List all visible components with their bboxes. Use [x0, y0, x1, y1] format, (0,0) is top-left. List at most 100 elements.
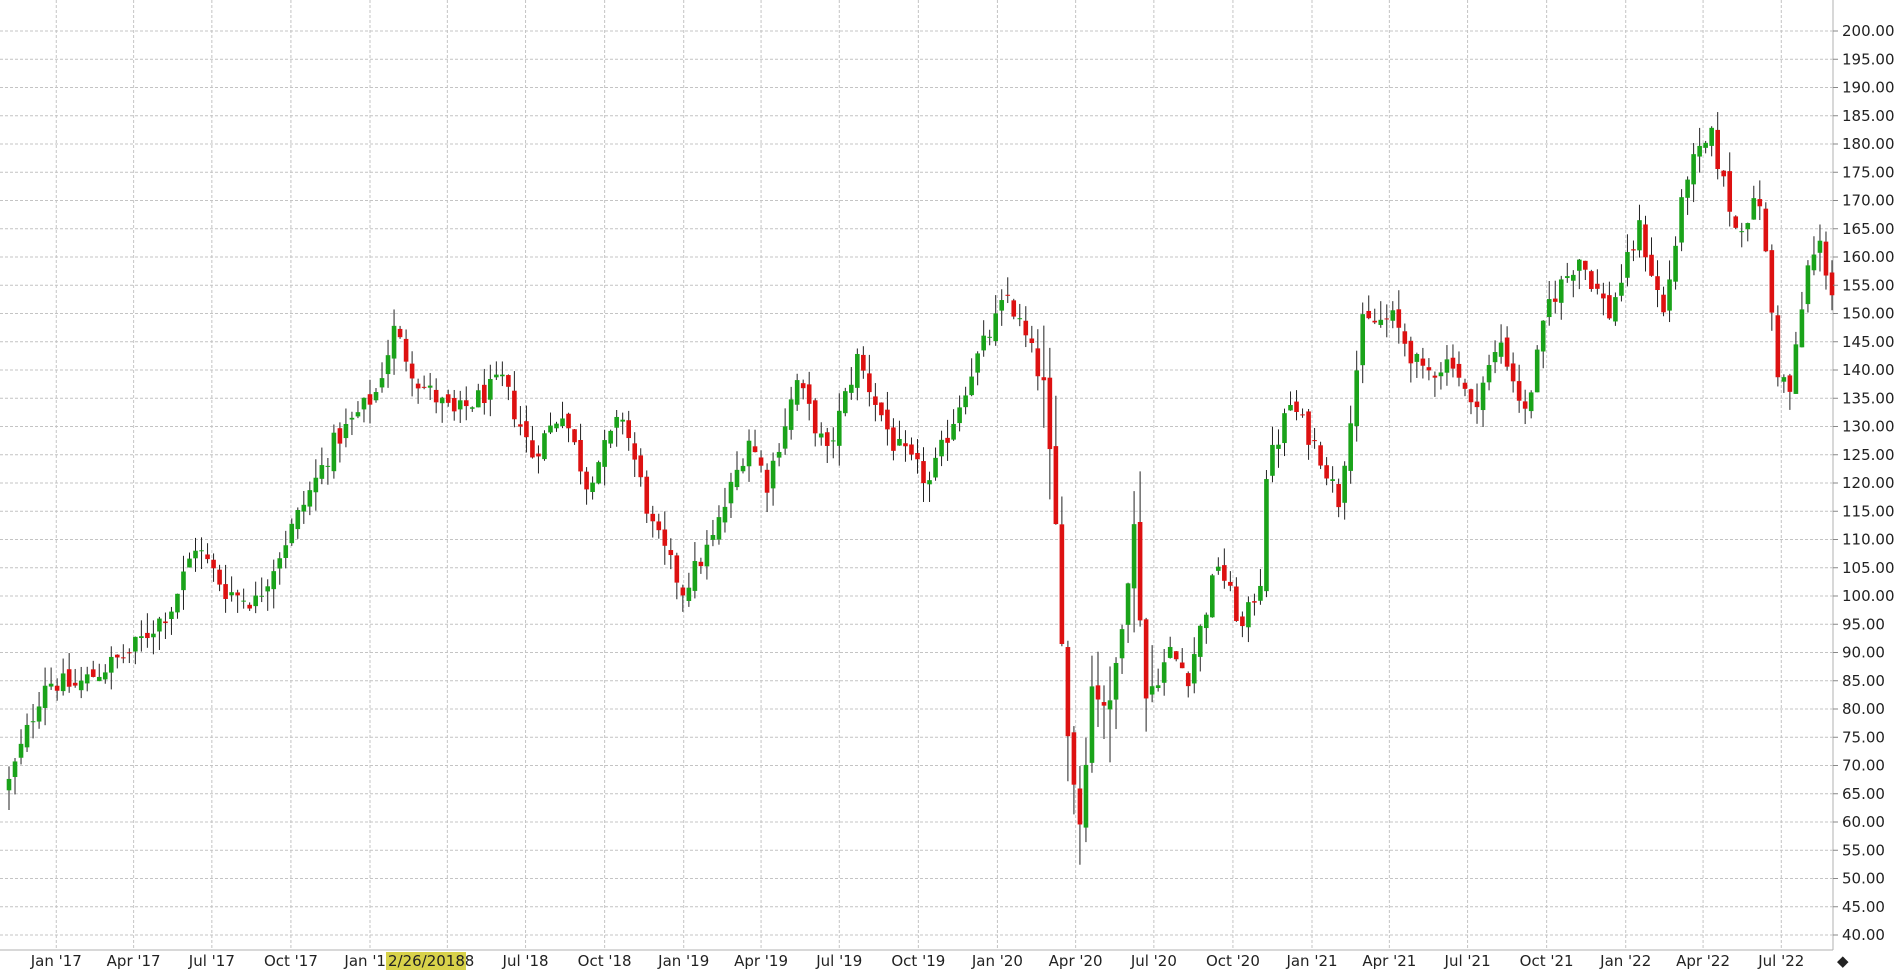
candle-body [139, 636, 144, 639]
candle [24, 713, 30, 752]
candle-body [6, 778, 12, 791]
candle [945, 419, 950, 461]
candle [469, 406, 475, 412]
candle [1354, 350, 1359, 442]
candle [355, 401, 361, 419]
candle-body [710, 535, 716, 540]
candle [295, 507, 301, 539]
candle-body [307, 490, 313, 507]
candle-body [1318, 445, 1323, 466]
candle [1228, 571, 1233, 592]
candle [1546, 281, 1552, 326]
candle-body [343, 424, 349, 439]
candle-body [1414, 354, 1420, 362]
candle [133, 636, 138, 665]
candle-body [951, 423, 956, 440]
candle-body [638, 455, 644, 478]
candle-body [1240, 616, 1245, 627]
x-tick-label: Jul '22 [1757, 952, 1804, 970]
candle [1787, 373, 1793, 410]
candle-body [1450, 357, 1456, 369]
candle [572, 429, 577, 445]
candle [217, 564, 222, 592]
candle-body [494, 374, 499, 378]
candle-body [1312, 440, 1317, 442]
candle-body [1793, 344, 1799, 394]
candle-body [1059, 524, 1065, 644]
candle-body [301, 504, 307, 512]
candle-body [891, 427, 896, 451]
candle-body [1781, 377, 1787, 382]
candle-body [379, 378, 385, 388]
candle-body [30, 721, 36, 723]
candle [1185, 671, 1191, 698]
candle-body [1095, 685, 1101, 700]
candle-body [1667, 279, 1672, 311]
candle [1276, 429, 1281, 468]
candle-body [289, 523, 295, 544]
candle-body [102, 672, 108, 680]
candle-body [842, 391, 848, 414]
candle [1631, 240, 1636, 262]
candle [482, 368, 487, 415]
candle-body [1619, 282, 1624, 296]
candle [1823, 231, 1829, 290]
candle [716, 505, 722, 545]
candle [542, 430, 547, 461]
candle [1167, 636, 1173, 659]
candle-body [1354, 370, 1359, 427]
candle [512, 371, 517, 428]
candle [1131, 491, 1137, 633]
candle [728, 472, 734, 518]
candle [1679, 189, 1684, 252]
candle [915, 439, 920, 474]
candle-body [1595, 283, 1600, 289]
candle-body [1643, 224, 1648, 258]
candle [830, 427, 836, 459]
candle-body [1607, 295, 1612, 319]
candle [596, 460, 601, 485]
x-tick-label: Jan '20 [971, 952, 1023, 970]
candle [1829, 260, 1835, 311]
candle [301, 491, 307, 524]
y-tick-label: 125.00 [1842, 446, 1895, 464]
candle [1769, 244, 1775, 331]
candle [1697, 127, 1702, 173]
candle [548, 412, 553, 435]
candle-body [1811, 254, 1817, 271]
candle-body [36, 706, 42, 722]
candle-body [1432, 375, 1438, 378]
candle [1396, 290, 1402, 344]
candle [836, 393, 842, 466]
candle-body [897, 438, 902, 446]
candle [680, 584, 686, 612]
candle-body [1143, 619, 1149, 699]
candle [1149, 645, 1155, 703]
candle [1402, 323, 1408, 357]
candle-body [1197, 625, 1203, 657]
candle-body [1528, 392, 1534, 412]
candle [752, 429, 758, 453]
candle [686, 572, 692, 607]
candle [1360, 302, 1366, 384]
candle [241, 588, 246, 609]
candle [494, 361, 499, 380]
x-tick-label: Jul '19 [815, 952, 862, 970]
candle [1264, 469, 1269, 598]
candle [1011, 298, 1017, 320]
candle-body [800, 383, 806, 389]
candle-body [1715, 129, 1720, 170]
candle [1721, 170, 1727, 187]
y-tick-label: 115.00 [1842, 502, 1895, 520]
candle [1498, 324, 1504, 364]
candle-body [873, 396, 878, 405]
candle-body [1348, 423, 1353, 471]
candle [1035, 329, 1041, 391]
candle-body [355, 412, 361, 417]
candle [1384, 304, 1390, 338]
scroll-right-icon[interactable]: ◆ [1837, 952, 1849, 970]
candle [1703, 140, 1708, 154]
candle-body [680, 587, 686, 596]
